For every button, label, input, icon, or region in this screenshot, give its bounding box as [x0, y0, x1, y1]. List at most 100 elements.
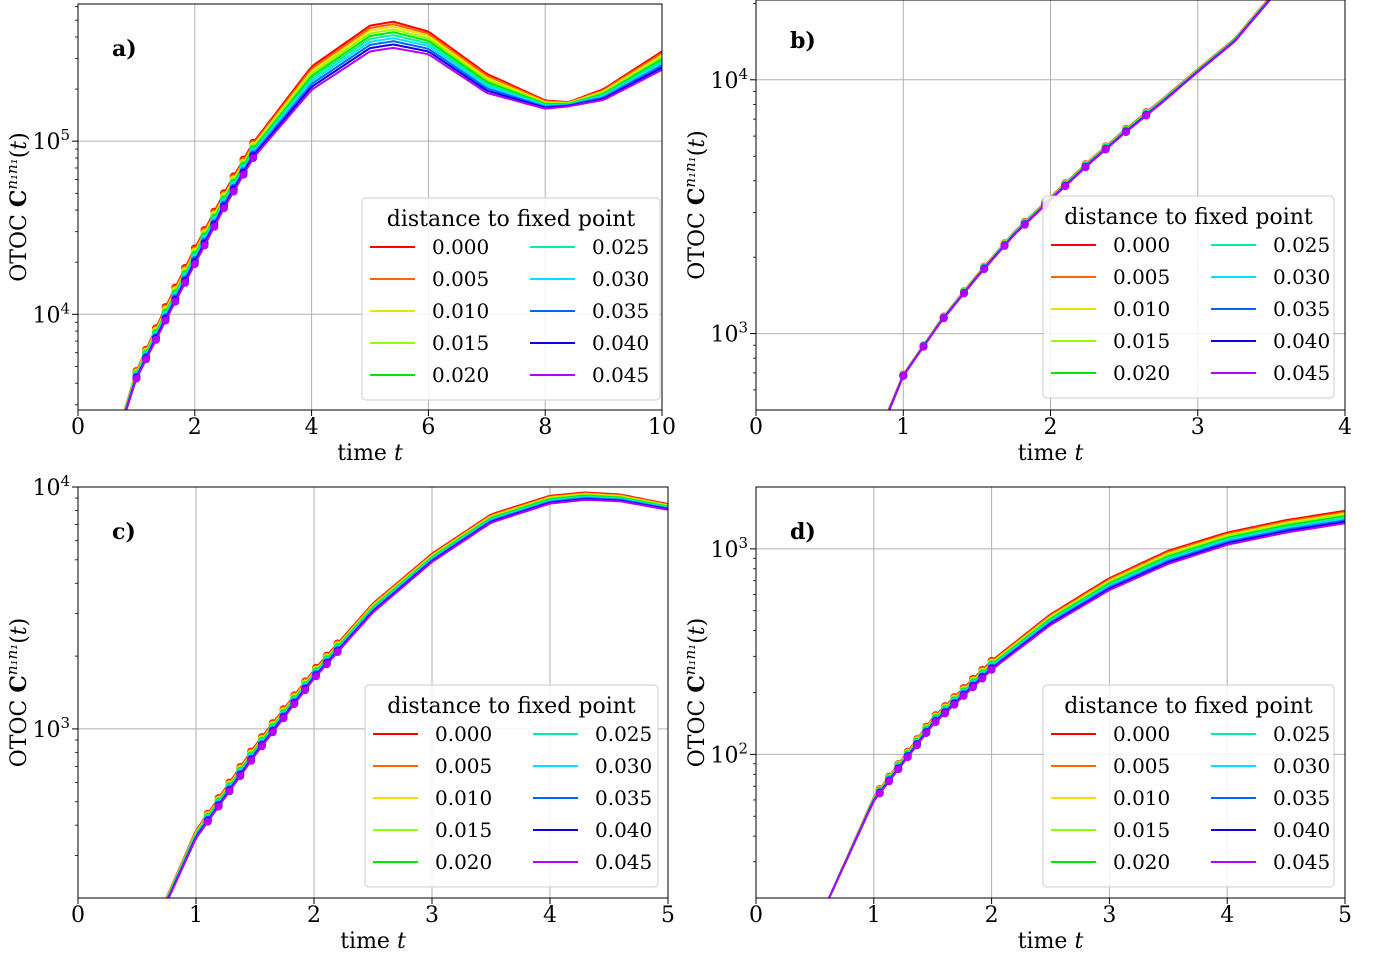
- legend-entry: 0.000: [432, 235, 489, 259]
- series-marker: [322, 660, 331, 669]
- x-axis-label: time t: [340, 929, 406, 954]
- axes-frame: [77, 486, 669, 899]
- legend-box: [1042, 195, 1335, 399]
- series-marker: [200, 241, 209, 250]
- series-marker: [922, 729, 931, 738]
- x-tick-label: 0: [749, 415, 763, 440]
- series-marker: [875, 789, 884, 798]
- series-marker: [960, 289, 968, 298]
- legend-entry: 0.020: [435, 850, 492, 874]
- series-marker: [181, 278, 190, 287]
- x-tick-label: 0: [71, 415, 85, 440]
- legend-entry: 0.020: [432, 363, 489, 387]
- legend-entry: 0.005: [1113, 754, 1170, 778]
- legend-entry: 0.010: [1113, 786, 1170, 810]
- panel-label: b): [790, 28, 816, 54]
- legend-entry: 0.045: [595, 850, 652, 874]
- x-tick-label: 4: [1338, 415, 1352, 440]
- x-tick-label: 10: [648, 415, 676, 440]
- legend-box: [364, 684, 659, 888]
- series-marker: [899, 371, 908, 380]
- series-marker: [142, 355, 151, 364]
- legend-entry: 0.005: [432, 267, 489, 291]
- legend-entry: 0.020: [1113, 850, 1170, 874]
- legend-entry: 0.035: [592, 299, 649, 323]
- axes-frame: [77, 3, 663, 411]
- legend: distance to fixed point 0.000 0.005 0.010 0.…: [364, 684, 659, 888]
- x-tick-label: 4: [1220, 903, 1234, 928]
- series-marker: [257, 742, 266, 751]
- legend-title: distance to fixed point: [387, 207, 636, 232]
- y-axis-label: OTOC Cn₁n₁(t): [681, 618, 710, 767]
- series-marker: [941, 709, 949, 718]
- panel-a: 0 2 4 6 8 10 104 105 a) time t OTOC Cn₁n₁(t) distan…: [3, 3, 676, 466]
- legend-entry: 0.040: [595, 818, 652, 842]
- y-axis-label: OTOC Cn₁n₁(t): [3, 618, 32, 767]
- panel-label: d): [790, 519, 816, 545]
- series-marker: [268, 728, 277, 737]
- y-tick-label: 105: [32, 126, 70, 155]
- series-marker: [151, 335, 160, 344]
- y-tick-label: 103: [710, 319, 748, 348]
- series-marker: [931, 718, 940, 727]
- series-marker: [978, 674, 987, 683]
- legend-title: distance to fixed point: [1064, 694, 1313, 719]
- y-tick-label: 104: [710, 65, 748, 94]
- legend-entry: 0.025: [595, 722, 652, 746]
- axes-frame: [755, 486, 1346, 899]
- x-tick-label: 0: [71, 903, 85, 928]
- series-marker: [1020, 220, 1029, 229]
- series-marker: [903, 753, 912, 762]
- legend-entry: 0.010: [432, 299, 489, 323]
- series-marker: [161, 316, 170, 325]
- axes-frame: [755, 0, 1346, 411]
- series-marker: [980, 265, 989, 274]
- series-group: [165, 491, 668, 898]
- series-marker: [333, 648, 342, 657]
- legend-entry: 0.035: [1273, 786, 1330, 810]
- series-marker: [220, 204, 228, 213]
- legend-entry: 0.030: [595, 754, 652, 778]
- panel-c: 0 1 2 3 4 5 103 104 c) time t OTOC Cn₁n₁(t) distanc…: [3, 472, 675, 954]
- series-marker: [987, 665, 996, 674]
- x-tick-label: 8: [538, 415, 552, 440]
- legend-entry: 0.005: [1113, 265, 1170, 289]
- legend-box: [1042, 684, 1335, 888]
- x-tick-label: 2: [307, 903, 321, 928]
- panel-d: 0 1 2 3 4 5 102 103 d) time t OTOC Cn₁n₁(t) distanc…: [681, 486, 1352, 954]
- y-tick-label: 103: [32, 714, 70, 743]
- legend-entry: 0.035: [1273, 297, 1330, 321]
- legend-entry: 0.040: [1273, 818, 1330, 842]
- series-marker: [279, 714, 288, 723]
- legend-entry: 0.030: [592, 267, 649, 291]
- series-marker: [913, 741, 921, 750]
- legend-entry: 0.025: [592, 235, 649, 259]
- legend-entry: 0.045: [1273, 850, 1330, 874]
- legend-entry: 0.005: [435, 754, 492, 778]
- legend-title: distance to fixed point: [1064, 205, 1313, 230]
- series-marker: [214, 802, 223, 811]
- series-marker: [894, 765, 903, 774]
- series-marker: [959, 691, 968, 700]
- legend-entry: 0.000: [1113, 233, 1170, 257]
- legend-entry: 0.045: [1273, 361, 1330, 385]
- legend-entry: 0.030: [1273, 265, 1330, 289]
- series-marker: [301, 686, 310, 695]
- series-marker: [229, 187, 238, 196]
- series-marker: [236, 772, 245, 780]
- legend-entry: 0.045: [592, 363, 649, 387]
- y-tick-label: 104: [32, 299, 70, 328]
- series-marker: [1081, 163, 1090, 172]
- legend-entry: 0.000: [1113, 722, 1170, 746]
- y-tick-label: 104: [32, 472, 70, 501]
- x-tick-label: 0: [749, 903, 763, 928]
- y-axis-label: OTOC Cn₁n₁(t): [3, 132, 32, 281]
- x-tick-label: 5: [1338, 903, 1352, 928]
- legend-entry: 0.015: [432, 331, 489, 355]
- series-marker: [290, 700, 299, 709]
- x-tick-label: 2: [985, 903, 999, 928]
- x-tick-label: 4: [543, 903, 557, 928]
- legend-entry: 0.010: [1113, 297, 1170, 321]
- series-marker: [132, 374, 141, 383]
- legend-entry: 0.025: [1273, 722, 1330, 746]
